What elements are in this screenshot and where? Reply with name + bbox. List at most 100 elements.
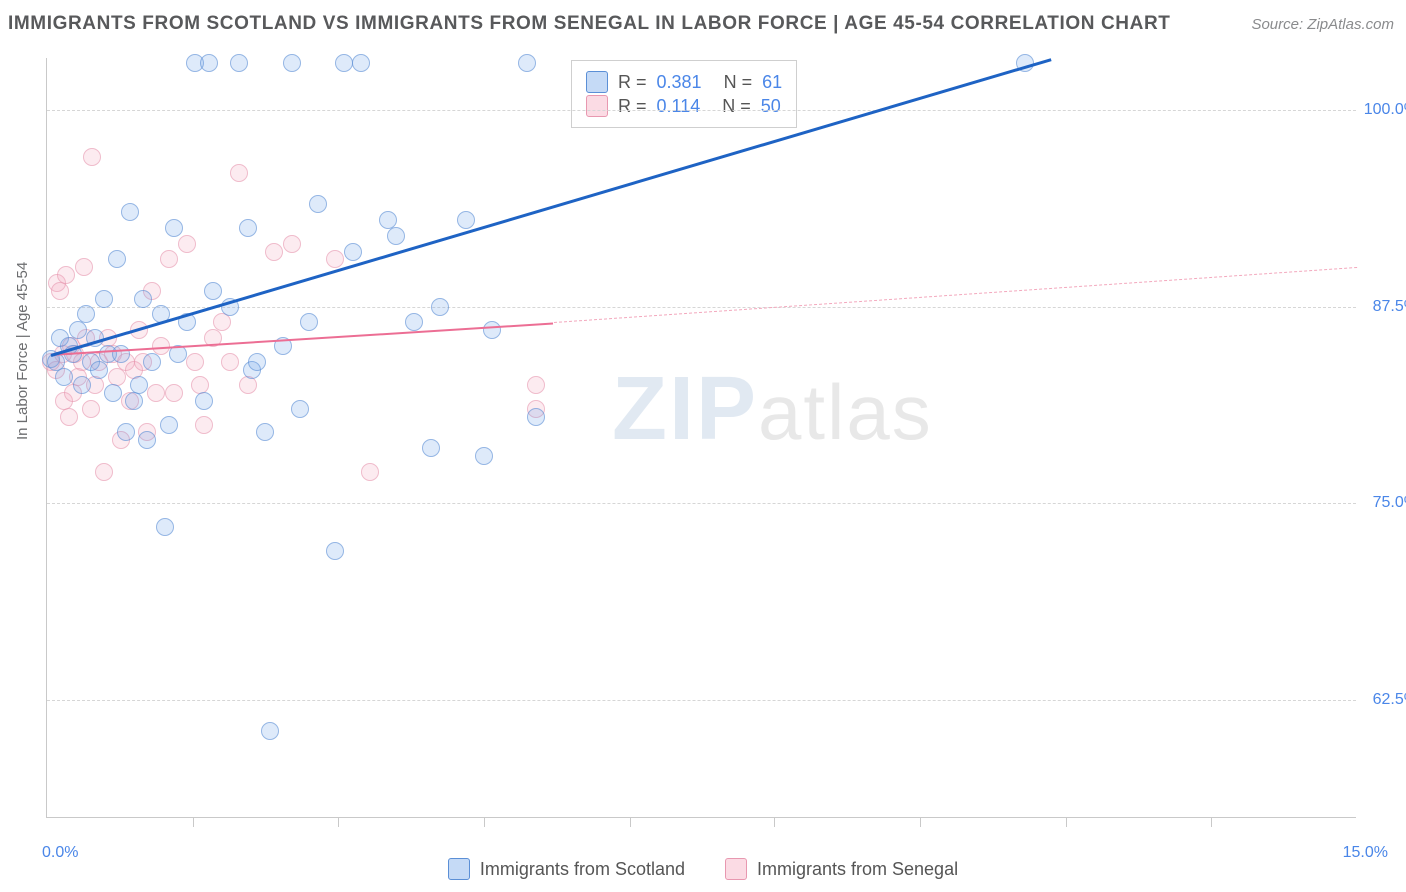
gridline — [47, 307, 1356, 308]
plot-area: ZIPatlas R = 0.381N = 61R = 0.114N = 50 … — [46, 58, 1356, 818]
legend-row: R = 0.381N = 61 — [586, 71, 782, 93]
data-point — [361, 463, 379, 481]
legend-R-label: R = — [618, 72, 647, 93]
data-point — [186, 353, 204, 371]
data-point — [431, 298, 449, 316]
data-point — [475, 447, 493, 465]
y-tick-label: 75.0% — [1362, 494, 1406, 512]
data-point — [60, 408, 78, 426]
legend-N-value: 50 — [761, 96, 781, 117]
data-point — [178, 235, 196, 253]
data-point — [160, 416, 178, 434]
title-bar: IMMIGRANTS FROM SCOTLAND VS IMMIGRANTS F… — [0, 0, 1406, 48]
legend-label: Immigrants from Senegal — [757, 859, 958, 880]
x-tick — [774, 817, 775, 827]
data-point — [121, 203, 139, 221]
data-point — [73, 376, 91, 394]
source-label: Source: ZipAtlas.com — [1251, 16, 1394, 33]
data-point — [57, 266, 75, 284]
data-point — [138, 431, 156, 449]
data-point — [147, 384, 165, 402]
legend-R-value: 0.114 — [657, 96, 701, 117]
data-point — [200, 54, 218, 72]
data-point — [55, 368, 73, 386]
x-tick — [630, 817, 631, 827]
data-point — [104, 384, 122, 402]
data-point — [405, 313, 423, 331]
gridline — [47, 700, 1356, 701]
legend-swatch — [448, 858, 470, 880]
data-point — [483, 321, 501, 339]
data-point — [344, 243, 362, 261]
data-point — [326, 250, 344, 268]
data-point — [239, 219, 257, 237]
data-point — [130, 376, 148, 394]
data-point — [77, 305, 95, 323]
data-point — [95, 290, 113, 308]
data-point — [165, 219, 183, 237]
data-point — [160, 250, 178, 268]
data-point — [291, 400, 309, 418]
data-point — [265, 243, 283, 261]
data-point — [352, 54, 370, 72]
data-point — [300, 313, 318, 331]
data-point — [283, 54, 301, 72]
data-point — [230, 164, 248, 182]
legend-item: Immigrants from Senegal — [725, 858, 958, 880]
data-point — [261, 722, 279, 740]
data-point — [108, 250, 126, 268]
data-point — [326, 542, 344, 560]
legend-R-value: 0.381 — [657, 72, 702, 93]
data-point — [230, 54, 248, 72]
data-point — [82, 400, 100, 418]
series-legend: Immigrants from Scotland Immigrants from … — [0, 858, 1406, 880]
y-tick-label: 87.5% — [1362, 298, 1406, 316]
data-point — [125, 392, 143, 410]
legend-swatch — [725, 858, 747, 880]
data-point — [527, 408, 545, 426]
data-point — [134, 290, 152, 308]
legend-swatch — [586, 71, 608, 93]
trend-line — [553, 267, 1357, 323]
y-tick-label: 100.0% — [1362, 101, 1406, 119]
data-point — [195, 416, 213, 434]
data-point — [204, 282, 222, 300]
legend-R-label: R = — [618, 96, 647, 117]
data-point — [83, 148, 101, 166]
data-point — [117, 423, 135, 441]
data-point — [112, 345, 130, 363]
x-tick — [1066, 817, 1067, 827]
legend-swatch — [586, 95, 608, 117]
data-point — [156, 518, 174, 536]
data-point — [69, 321, 87, 339]
data-point — [518, 54, 536, 72]
data-point — [527, 376, 545, 394]
data-point — [51, 282, 69, 300]
data-point — [90, 361, 108, 379]
data-point — [457, 211, 475, 229]
x-tick — [484, 817, 485, 827]
gridline — [47, 110, 1356, 111]
data-point — [309, 195, 327, 213]
trend-line — [51, 58, 1052, 357]
gridline — [47, 503, 1356, 504]
legend-row: R = 0.114 N = 50 — [586, 95, 782, 117]
data-point — [387, 227, 405, 245]
y-axis-label: In Labor Force | Age 45-54 — [14, 262, 31, 440]
legend-N-label: N = — [724, 72, 753, 93]
data-point — [195, 392, 213, 410]
data-point — [256, 423, 274, 441]
data-point — [248, 353, 266, 371]
legend-N-label: N = — [722, 96, 751, 117]
data-point — [239, 376, 257, 394]
x-tick — [920, 817, 921, 827]
stats-legend: R = 0.381N = 61R = 0.114N = 50 — [571, 60, 797, 128]
legend-label: Immigrants from Scotland — [480, 859, 685, 880]
data-point — [283, 235, 301, 253]
legend-item: Immigrants from Scotland — [448, 858, 685, 880]
data-point — [95, 463, 113, 481]
x-tick — [1211, 817, 1212, 827]
data-point — [143, 353, 161, 371]
data-point — [335, 54, 353, 72]
data-point — [422, 439, 440, 457]
